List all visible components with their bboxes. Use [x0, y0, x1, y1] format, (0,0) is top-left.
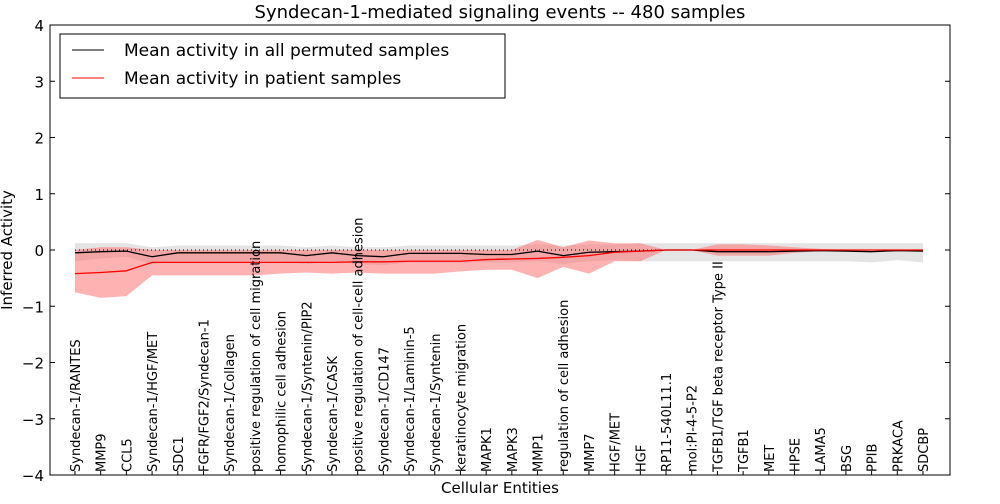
y-tick-label: 0 — [34, 242, 44, 260]
x-axis-label: Cellular Entities — [441, 479, 559, 497]
x-tick-label: MMP1 — [532, 433, 547, 472]
x-tick-label: Syndecan-1/CD147 — [377, 347, 392, 472]
x-tick-label: MET — [763, 445, 778, 472]
plot-frame — [49, 24, 951, 476]
chart-title: Syndecan-1-mediated signaling events -- … — [255, 2, 746, 23]
x-tick-label: MAPK1 — [480, 427, 495, 472]
patient-line — [74, 249, 923, 275]
x-tick-label: SDCBP — [917, 428, 932, 472]
x-tick-label: homophilic cell adhesion — [275, 311, 290, 472]
x-tick-label: RP11-540L11.1 — [660, 373, 675, 472]
legend-label-patient: Mean activity in patient samples — [124, 69, 401, 89]
x-tick-label: CCL5 — [120, 438, 135, 472]
x-tick-label: BSG — [840, 445, 855, 472]
y-tick-label: 1 — [34, 186, 44, 204]
x-tick-label: PRKACA — [891, 420, 906, 472]
y-tick-label: −2 — [22, 355, 44, 373]
x-tick-label: Syndecan-1/Syntenin/PIP2 — [300, 301, 315, 472]
y-tick-label: 2 — [34, 130, 44, 148]
x-tick-label: SDC1 — [172, 436, 187, 472]
x-tick-label: positive regulation of cell-cell adhesio… — [352, 217, 367, 472]
x-tick-label: HGF — [634, 445, 649, 472]
x-tick-label: Syndecan-1/HGF/MET — [146, 332, 161, 472]
y-tick-label: −3 — [22, 411, 44, 429]
x-tick-label: LAMA5 — [814, 427, 829, 472]
x-tick-label: Syndecan-1/Laminin-5 — [403, 326, 418, 472]
y-tick-label: −1 — [22, 298, 44, 316]
x-tick-label: TGFB1/TGF beta receptor Type II — [711, 261, 726, 473]
x-tick-label: MMP7 — [583, 433, 598, 472]
x-tick-label: Syndecan-1/Syntenin — [429, 334, 444, 473]
x-tick-label: regulation of cell adhesion — [557, 300, 572, 472]
x-tick-label: mol:PI-4-5-P2 — [686, 385, 701, 472]
x-tick-label: Syndecan-1/CASK — [326, 356, 341, 472]
x-tick-label: HPSE — [789, 438, 804, 472]
y-axis-label: Inferred Activity — [0, 190, 16, 310]
x-tick-label: MMP9 — [95, 433, 110, 472]
x-tick-label: FGFR/FGF2/Syndecan-1 — [197, 319, 212, 472]
x-tick-label: PPIB — [866, 444, 881, 472]
x-tick-label: TGFB1 — [737, 429, 752, 473]
permuted-line — [74, 249, 924, 258]
y-tick-label: 3 — [34, 73, 44, 91]
x-tick-label: keratinocyte migration — [454, 324, 469, 472]
x-tick-label: Syndecan-1/Collagen — [223, 334, 238, 472]
x-tick-label: positive regulation of cell migration — [249, 241, 264, 472]
patient-band — [75, 239, 923, 298]
x-tick-label: Syndecan-1/RANTES — [69, 339, 84, 472]
y-tick-label: −4 — [22, 467, 44, 485]
x-tick-label: HGF/MET — [609, 413, 624, 472]
legend-label-permuted: Mean activity in all permuted samples — [124, 41, 449, 61]
y-tick-label: 4 — [34, 17, 44, 35]
legend: Mean activity in all permuted samples Me… — [59, 33, 506, 99]
x-tick-label: MAPK3 — [506, 427, 521, 472]
